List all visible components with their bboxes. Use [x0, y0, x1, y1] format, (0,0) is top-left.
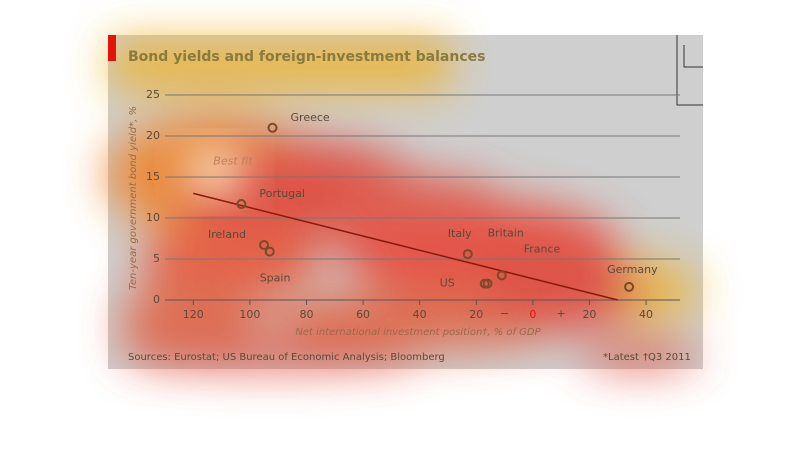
y-tick-label: 5 — [153, 252, 160, 265]
y-axis-label: Ten-year government bond yield*, % — [128, 106, 139, 290]
source: Sources: Eurostat; US Bureau of Economic… — [128, 352, 445, 363]
sign-label: + — [557, 307, 566, 320]
point-label: Greece — [291, 111, 330, 124]
y-tick-label: 15 — [146, 170, 160, 183]
point-label: France — [524, 242, 561, 255]
x-tick-label: 20 — [582, 308, 596, 321]
x-tick-label: 20 — [469, 308, 483, 321]
point — [624, 281, 635, 292]
x-axis-label: Net international investment position†, … — [295, 327, 541, 338]
fit-label: Best fit — [213, 154, 253, 167]
y-tick-label: 20 — [146, 129, 160, 142]
y-tick-label: 25 — [146, 88, 160, 101]
note: *Latest — [603, 352, 639, 363]
point-label: US — [440, 277, 455, 290]
decoration — [676, 35, 703, 106]
point — [267, 122, 278, 133]
point — [462, 249, 473, 260]
point-label: Spain — [260, 272, 291, 285]
point — [259, 240, 270, 251]
point-label: Britain — [488, 227, 524, 240]
heatmap-hotspot — [185, 150, 245, 194]
x-tick-label: 40 — [413, 308, 427, 321]
point-label: Germany — [607, 263, 658, 276]
point — [236, 199, 247, 210]
note: †Q3 2011 — [643, 352, 691, 363]
x-tick-label: 0 — [529, 308, 536, 321]
point — [479, 278, 490, 289]
x-tick-label: 60 — [356, 308, 370, 321]
y-tick-label: 10 — [146, 211, 160, 224]
x-tick-label: 80 — [299, 308, 313, 321]
x-tick-label: 100 — [239, 308, 260, 321]
point — [496, 270, 507, 281]
chart-title: Bond yields and foreign-investment balan… — [128, 49, 485, 65]
heatmap-overlay — [105, 40, 700, 370]
y-tick-label: 0 — [153, 293, 160, 306]
x-tick-label: 120 — [183, 308, 204, 321]
sign-label: − — [500, 307, 509, 320]
fit-line — [193, 192, 618, 301]
point-label: Portugal — [259, 187, 305, 200]
point-label: Italy — [448, 227, 472, 240]
x-tick-label: 40 — [639, 308, 653, 321]
point-label: Ireland — [208, 228, 246, 241]
brand-bar — [108, 35, 116, 61]
point — [264, 246, 275, 257]
